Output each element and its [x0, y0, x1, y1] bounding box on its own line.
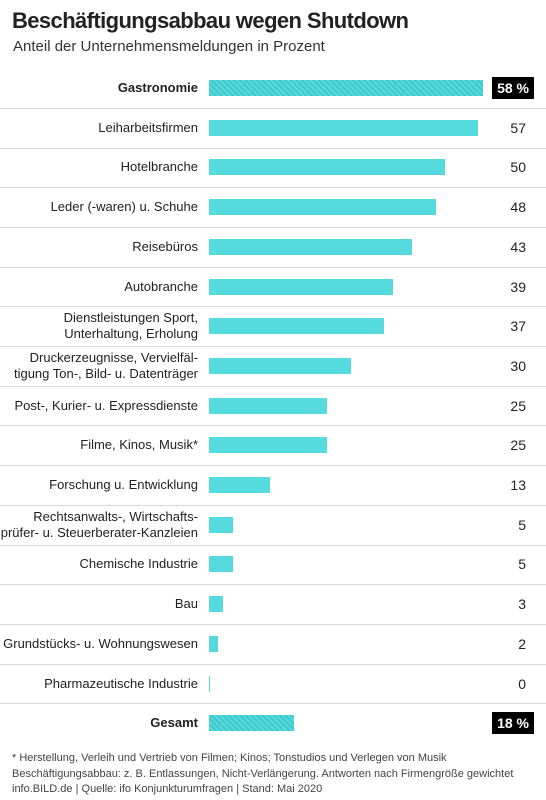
bar [209, 635, 219, 652]
bar [209, 119, 479, 136]
bar [209, 80, 483, 96]
footnote: info.BILD.de | Quelle: ifo Konjunkturumf… [12, 783, 323, 795]
category-label: Hotelbranche [120, 159, 198, 175]
row-separator [0, 306, 546, 308]
bar [209, 397, 328, 414]
bar [209, 516, 233, 533]
category-label: Leiharbeitsfirmen [98, 119, 198, 135]
row-separator [0, 107, 546, 109]
value-label: 3 [518, 596, 526, 613]
row-separator [0, 703, 546, 705]
row-separator [0, 385, 546, 387]
value-label: 2 [518, 635, 526, 652]
row-separator [0, 187, 546, 189]
footnote: * Herstellung, Verleih und Vertrieb von … [12, 752, 447, 764]
value-label: 25 [510, 437, 526, 454]
row-separator [0, 226, 546, 228]
category-label: Grundstücks- u. Wohnungswesen [3, 635, 198, 651]
value-label: 0 [518, 675, 526, 692]
row-separator [0, 465, 546, 467]
bar [209, 437, 328, 454]
category-label: Post-, Kurier- u. Expressdienste [14, 397, 198, 413]
bar [209, 318, 384, 335]
value-label: 5 [518, 516, 526, 533]
value-label: 37 [510, 318, 526, 335]
bar [209, 556, 233, 573]
value-label: 50 [510, 159, 526, 176]
category-label: Forschung u. Entwicklung [49, 477, 198, 492]
value-label: 25 [510, 397, 526, 414]
chart-title: Beschäftigungsabbau wegen Shutdown [12, 8, 409, 33]
category-label: Leder (-waren) u. Schuhe [50, 199, 198, 215]
bar [209, 159, 446, 176]
value-label: 58 % [492, 77, 534, 99]
value-label: 13 [510, 477, 526, 493]
row-separator [0, 584, 546, 586]
category-label: Pharmazeutische Industrie [44, 675, 198, 691]
value-label: 5 [518, 556, 526, 573]
category-label: Autobranche [124, 278, 198, 294]
category-label: Reisebüros [132, 238, 198, 254]
row-separator [0, 623, 546, 625]
chart-subtitle: Anteil der Unternehmensmeldungen in Proz… [13, 38, 325, 55]
footnote: Beschäftigungsabbau: z. B. Entlassungen,… [12, 767, 514, 780]
category-label: Filme, Kinos, Musik* [80, 437, 198, 453]
bar [209, 278, 394, 295]
category-label: Gesamt [150, 715, 198, 731]
bar [209, 477, 271, 493]
bar [209, 715, 295, 732]
row-separator [0, 346, 546, 348]
category-label: Rechtsanwalts-, Wirtschafts- prüfer- u. … [0, 508, 198, 540]
value-label: 57 [510, 119, 526, 136]
value-label: 18 % [492, 712, 534, 735]
bar [209, 675, 210, 692]
row-separator [0, 425, 546, 427]
bar [209, 596, 224, 613]
value-label: 48 [510, 199, 526, 216]
bar [209, 238, 413, 255]
value-label: 39 [510, 278, 526, 295]
row-separator [0, 504, 546, 506]
category-label: Bau [174, 596, 198, 612]
value-label: 30 [510, 357, 526, 374]
row-separator [0, 147, 546, 149]
category-label: Druckerzeugnisse, Vervielfäl- tigung Ton… [13, 349, 198, 381]
row-separator [0, 544, 546, 546]
bar [209, 199, 436, 216]
row-separator [0, 663, 546, 665]
value-label: 43 [510, 238, 526, 255]
category-label: Chemische Industrie [79, 556, 199, 572]
row-separator [0, 266, 546, 268]
category-label: Gastronomie [117, 80, 198, 95]
bar [209, 357, 351, 374]
category-label: Dienstleistungen Sport, Unterhaltung, Er… [63, 310, 198, 342]
